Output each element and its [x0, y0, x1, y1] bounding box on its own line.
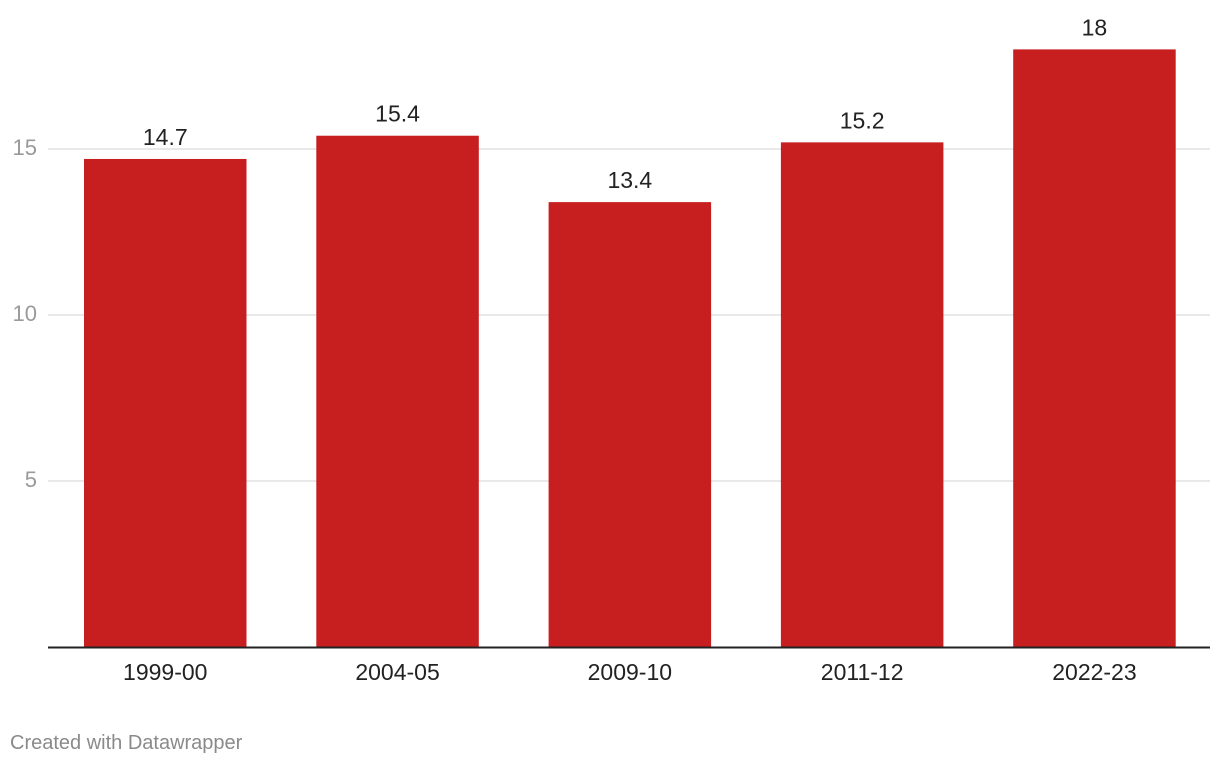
bar-1999-00 [84, 158, 247, 647]
y-tick-label: 15 [13, 135, 37, 160]
bar-2011-12 [780, 142, 944, 648]
value-label: 14.7 [143, 124, 188, 150]
y-tick-label: 5 [25, 467, 37, 492]
x-axis-ticks: 1999-00 2004-05 2009-10 2011-12 2022-23 [123, 659, 1137, 685]
y-tick-label: 10 [13, 301, 37, 326]
x-tick-label: 2004-05 [355, 659, 439, 685]
x-tick-label: 2022-23 [1052, 659, 1136, 685]
bars [84, 49, 1176, 648]
value-labels: 14.7 15.4 13.4 15.2 18 [143, 14, 1107, 193]
datawrapper-credit: Created with Datawrapper [10, 732, 243, 754]
x-tick-label: 2009-10 [588, 659, 672, 685]
bar-2022-23 [1013, 49, 1176, 647]
y-axis-ticks: 5 10 15 [13, 135, 37, 492]
bar-2004-05 [316, 135, 479, 647]
x-tick-label: 2011-12 [821, 659, 904, 685]
bar-2009-10 [548, 202, 712, 647]
value-label: 18 [1082, 14, 1108, 40]
x-tick-label: 1999-00 [123, 659, 207, 685]
value-label: 13.4 [607, 167, 652, 193]
value-label: 15.4 [375, 101, 420, 127]
value-label: 15.2 [840, 107, 885, 133]
